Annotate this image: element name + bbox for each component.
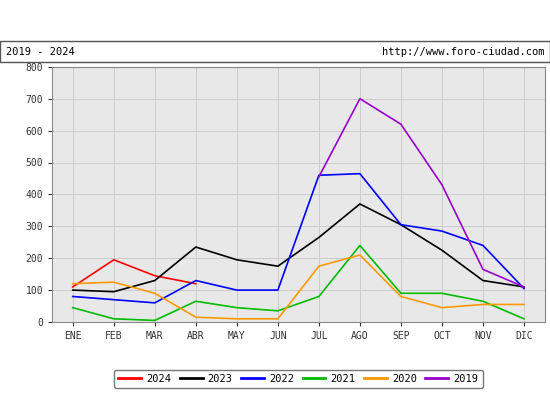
Text: http://www.foro-ciudad.com: http://www.foro-ciudad.com — [382, 47, 544, 57]
Text: Evolucion Nº Turistas Extranjeros en el municipio de el Ràfol d'Almúnia: Evolucion Nº Turistas Extranjeros en el … — [9, 14, 541, 28]
Text: 2019 - 2024: 2019 - 2024 — [6, 47, 74, 57]
Legend: 2024, 2023, 2022, 2021, 2020, 2019: 2024, 2023, 2022, 2021, 2020, 2019 — [114, 370, 483, 388]
